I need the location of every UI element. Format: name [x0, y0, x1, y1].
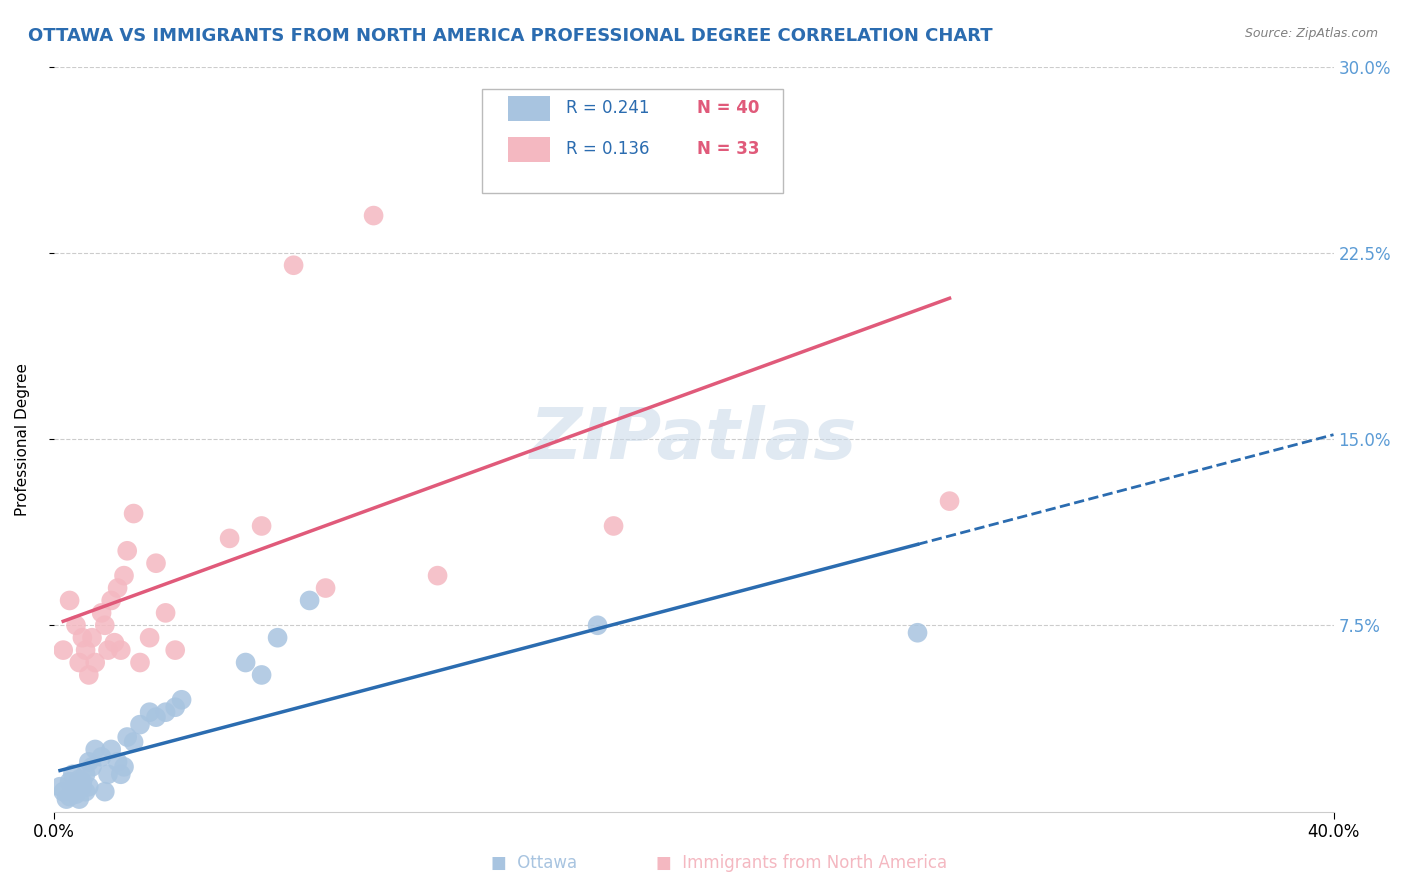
Point — [72, 774, 94, 789]
Point — [266, 631, 288, 645]
Point — [59, 774, 82, 789]
Point — [94, 618, 117, 632]
Point — [107, 755, 129, 769]
Point — [103, 635, 125, 649]
Text: OTTAWA VS IMMIGRANTS FROM NORTH AMERICA PROFESSIONAL DEGREE CORRELATION CHART: OTTAWA VS IMMIGRANTS FROM NORTH AMERICA … — [28, 27, 993, 45]
Point — [72, 631, 94, 645]
Point — [84, 742, 107, 756]
Point — [90, 606, 112, 620]
Point — [97, 643, 120, 657]
Text: ■  Ottawa: ■ Ottawa — [491, 855, 578, 872]
Point — [75, 767, 97, 781]
Point — [363, 209, 385, 223]
Point — [52, 785, 75, 799]
Point — [115, 730, 138, 744]
Point — [65, 780, 87, 794]
Point — [250, 668, 273, 682]
FancyBboxPatch shape — [508, 96, 550, 121]
Point — [586, 618, 609, 632]
Point — [84, 656, 107, 670]
Point — [218, 532, 240, 546]
Point — [80, 760, 103, 774]
Text: R = 0.136: R = 0.136 — [565, 139, 650, 158]
Point — [315, 581, 337, 595]
Point — [94, 785, 117, 799]
Point — [59, 789, 82, 804]
Point — [165, 643, 187, 657]
Point — [80, 631, 103, 645]
Point — [138, 631, 160, 645]
Point — [97, 767, 120, 781]
Point — [907, 625, 929, 640]
Point — [138, 705, 160, 719]
Text: N = 33: N = 33 — [697, 139, 759, 158]
Point — [110, 643, 132, 657]
Text: ■  Immigrants from North America: ■ Immigrants from North America — [655, 855, 948, 872]
Point — [107, 581, 129, 595]
Point — [602, 519, 624, 533]
Point — [55, 792, 77, 806]
Point — [77, 668, 100, 682]
Point — [110, 767, 132, 781]
Point — [90, 750, 112, 764]
Point — [67, 656, 90, 670]
Point — [65, 618, 87, 632]
Point — [77, 780, 100, 794]
Text: ZIPatlas: ZIPatlas — [530, 405, 858, 474]
Point — [62, 767, 84, 781]
Point — [170, 693, 193, 707]
Point — [100, 593, 122, 607]
FancyBboxPatch shape — [508, 137, 550, 162]
Point — [938, 494, 960, 508]
Point — [538, 134, 561, 148]
Point — [155, 606, 177, 620]
Point — [298, 593, 321, 607]
Point — [122, 735, 145, 749]
Point — [129, 717, 152, 731]
Point — [77, 755, 100, 769]
Text: R = 0.241: R = 0.241 — [565, 99, 650, 117]
Point — [235, 656, 257, 670]
Point — [145, 556, 167, 570]
Point — [100, 742, 122, 756]
Point — [65, 787, 87, 801]
Point — [145, 710, 167, 724]
Point — [112, 568, 135, 582]
Point — [72, 780, 94, 794]
Point — [426, 568, 449, 582]
Point — [59, 593, 82, 607]
Point — [112, 760, 135, 774]
Point — [122, 507, 145, 521]
Point — [49, 780, 72, 794]
Point — [115, 543, 138, 558]
Point — [250, 519, 273, 533]
Text: N = 40: N = 40 — [697, 99, 759, 117]
FancyBboxPatch shape — [482, 89, 783, 194]
Text: Source: ZipAtlas.com: Source: ZipAtlas.com — [1244, 27, 1378, 40]
Point — [62, 785, 84, 799]
Point — [67, 792, 90, 806]
Point — [165, 700, 187, 714]
Point — [283, 258, 305, 272]
Point — [75, 643, 97, 657]
Point — [67, 772, 90, 787]
Point — [155, 705, 177, 719]
Point — [129, 656, 152, 670]
Point — [52, 643, 75, 657]
Y-axis label: Professional Degree: Professional Degree — [15, 362, 30, 516]
Point — [75, 785, 97, 799]
